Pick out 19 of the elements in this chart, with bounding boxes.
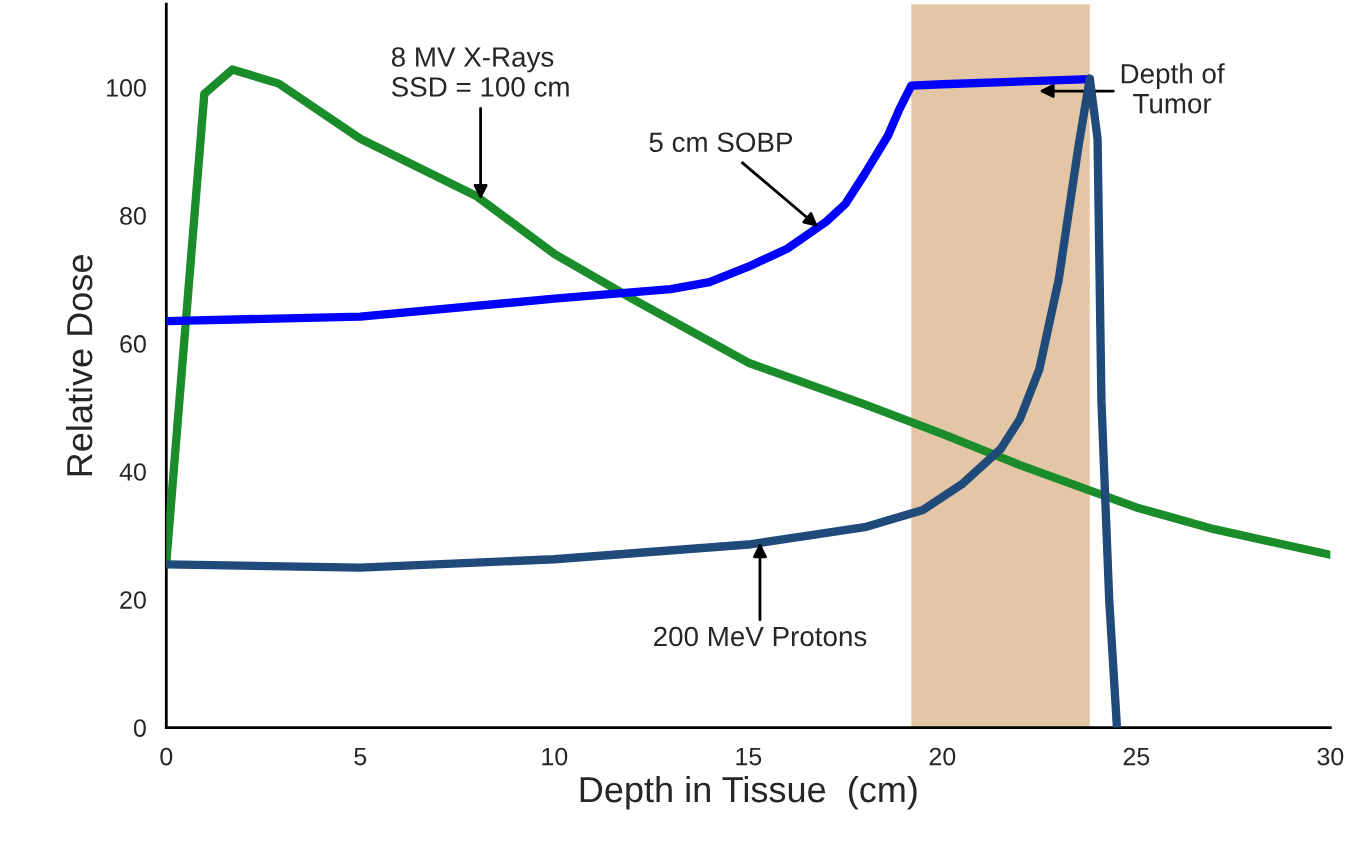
x-tick-label: 0 — [160, 747, 173, 766]
y-tick-label: 0 — [133, 719, 146, 737]
y-tick-label: 80 — [120, 207, 146, 225]
x-axis-title: Depth in Tissue (cm) — [580, 775, 917, 810]
y-tick-label: 40 — [119, 463, 146, 481]
annotation: 5 cm SOBP — [649, 132, 793, 153]
y-tick-label: 60 — [120, 335, 146, 353]
annotation: 8 MV X-Rays SSD = 100 cm — [391, 47, 569, 97]
y-axis-title: Relative Dose — [65, 255, 93, 476]
x-tick-label: 5 — [354, 747, 367, 766]
y-tick-label: 100 — [107, 79, 146, 97]
x-tick-label: 25 — [1123, 747, 1150, 766]
x-tick-label: 30 — [1317, 747, 1344, 766]
y-tick-label: 20 — [120, 591, 146, 609]
x-tick-label: 15 — [736, 747, 762, 766]
annotation: 200 MeV Protons — [654, 626, 867, 647]
x-tick-label: 10 — [542, 747, 568, 766]
x-tick-label: 20 — [929, 747, 956, 766]
band-label: Depth of Tumor — [1121, 63, 1225, 114]
